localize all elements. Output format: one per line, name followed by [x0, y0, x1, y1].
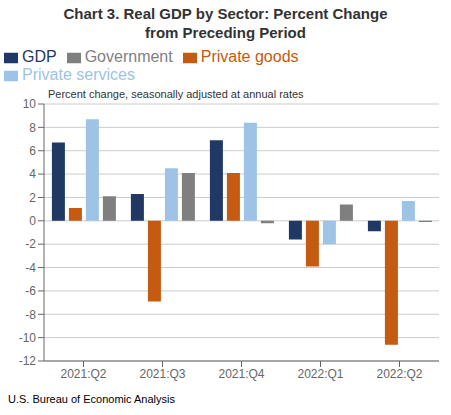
svg-text:8: 8 [29, 121, 36, 135]
svg-text:-4: -4 [25, 261, 36, 275]
html-text:Government: Government [84, 48, 173, 65]
svg-text:-12: -12 [19, 354, 37, 368]
svg-text:10: 10 [23, 97, 37, 111]
svg-text:2: 2 [29, 191, 36, 205]
svg-text:4: 4 [29, 167, 36, 181]
html-text:U.S. Bureau of Economic Analys: U.S. Bureau of Economic Analysis [8, 393, 175, 405]
svg-text:-8: -8 [25, 308, 36, 322]
svg-text:0: 0 [29, 214, 36, 228]
html-text:from Preceding Period: from Preceding Period [145, 24, 306, 41]
svg-text:2021:Q3: 2021:Q3 [139, 367, 185, 381]
html-text:Chart 3. Real GDP by Sector: P: Chart 3. Real GDP by Sector: Percent Cha… [63, 5, 388, 22]
html-text:Percent change, seasonally adj: Percent change, seasonally adjusted at a… [48, 88, 304, 100]
svg-text:6: 6 [29, 144, 36, 158]
svg-text:2022:Q2: 2022:Q2 [376, 367, 422, 381]
html-text:Private services: Private services [22, 66, 135, 83]
svg-text:-6: -6 [25, 284, 36, 298]
svg-text:2022:Q1: 2022:Q1 [297, 367, 343, 381]
svg-text:-2: -2 [25, 237, 36, 251]
svg-text:2021:Q2: 2021:Q2 [60, 367, 106, 381]
svg-text:-10: -10 [19, 331, 37, 345]
html-text:GDP: GDP [22, 48, 57, 65]
svg-text:2021:Q4: 2021:Q4 [218, 367, 264, 381]
html-text:Private goods: Private goods [200, 48, 299, 65]
